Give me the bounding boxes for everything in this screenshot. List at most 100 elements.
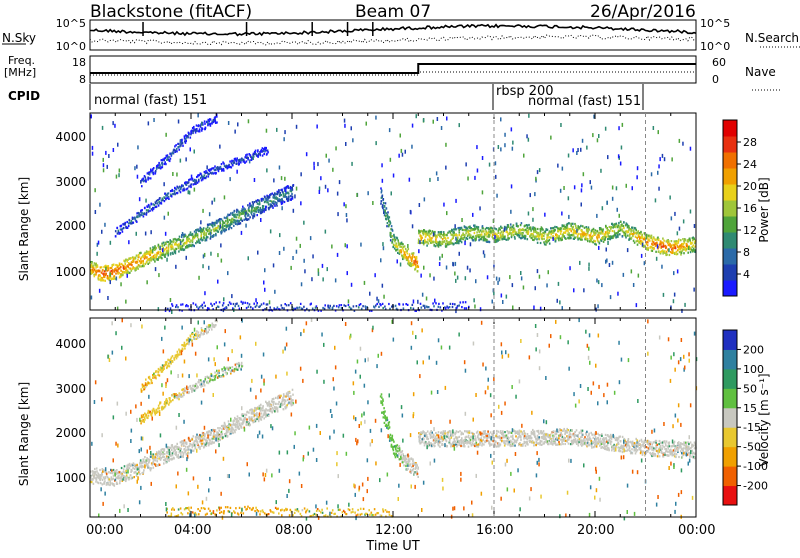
scatter-point: [124, 263, 126, 265]
scatter-point: [326, 154, 328, 158]
scatter-point: [290, 266, 292, 270]
scatter-point: [233, 419, 235, 421]
scatter-point: [452, 237, 454, 239]
scatter-point: [117, 483, 119, 485]
scatter-point: [594, 229, 596, 231]
scatter-point: [652, 244, 654, 246]
scatter-point: [567, 230, 569, 232]
scatter-point: [383, 295, 385, 299]
scatter-point: [255, 150, 257, 152]
scatter-point: [478, 236, 480, 238]
scatter-point: [612, 226, 614, 228]
scatter-point: [150, 456, 152, 458]
scatter-point: [283, 137, 285, 141]
scatter-point: [486, 227, 488, 229]
scatter-point: [473, 228, 475, 230]
scatter-point: [605, 233, 607, 235]
scatter-point: [112, 269, 114, 271]
scatter-point: [131, 264, 133, 266]
scatter-point: [411, 145, 413, 149]
scatter-point: [590, 234, 592, 236]
scatter-point: [175, 250, 177, 254]
scatter-point: [198, 438, 200, 440]
scatter-point: [390, 239, 392, 241]
scatter-point: [139, 265, 141, 267]
scatter-point: [402, 303, 404, 305]
scatter-point: [145, 232, 147, 236]
scatter-point: [534, 192, 536, 196]
scatter-point: [195, 444, 197, 446]
scatter-point: [290, 302, 292, 304]
scatter-point: [606, 259, 608, 263]
scatter-point: [636, 175, 638, 179]
scatter-point: [673, 271, 675, 275]
scatter-point: [199, 440, 201, 442]
scatter-point: [144, 213, 146, 215]
scatter-point: [570, 237, 572, 239]
scatter-point: [658, 187, 660, 191]
scatter-point: [158, 407, 160, 409]
scatter-point: [222, 226, 224, 228]
scatter-point: [234, 130, 236, 134]
scatter-point: [129, 463, 131, 465]
scatter-point: [115, 235, 117, 237]
scatter-point: [133, 260, 135, 262]
scatter-point: [465, 301, 467, 303]
scatter-point: [539, 275, 541, 279]
scatter-point: [621, 228, 623, 230]
scatter-point: [96, 270, 98, 272]
scatter-point: [198, 179, 200, 181]
scatter-point: [157, 164, 159, 166]
scatter-point: [580, 239, 582, 241]
scatter-point: [204, 291, 206, 295]
scatter-point: [175, 393, 177, 395]
scatter-point: [559, 300, 561, 304]
scatter-point: [143, 215, 145, 217]
scatter-point: [236, 157, 238, 159]
scatter-point: [687, 240, 689, 242]
scatter-point: [284, 303, 286, 305]
scatter-point: [172, 246, 174, 248]
scatter-point: [155, 459, 157, 461]
scatter-point: [127, 271, 129, 273]
scatter-point: [143, 265, 145, 267]
scatter-point: [184, 439, 186, 441]
scatter-point: [219, 301, 221, 303]
scatter-point: [531, 237, 533, 239]
scatter-point: [397, 259, 399, 263]
scatter-point: [525, 229, 527, 231]
scatter-point: [152, 169, 154, 171]
scatter-point: [148, 211, 150, 213]
scatter-point: [281, 189, 283, 191]
scatter-point: [163, 448, 165, 450]
scatter-point: [119, 480, 121, 482]
scatter-point: [380, 258, 382, 262]
nsearch-line: [90, 35, 696, 45]
scatter-point: [662, 249, 664, 251]
power-ylabel: Slant Range [km]: [17, 177, 31, 281]
scatter-point: [228, 428, 230, 430]
scatter-point: [383, 198, 385, 200]
scatter-point: [94, 275, 96, 277]
scatter-point: [230, 303, 232, 305]
scatter-point: [180, 191, 182, 193]
scatter-point: [364, 281, 366, 285]
scatter-point: [537, 170, 539, 174]
scatter-point: [649, 235, 651, 237]
scatter-point: [93, 483, 95, 485]
scatter-point: [199, 242, 201, 244]
scatter-point: [507, 233, 509, 235]
scatter-point: [518, 232, 520, 234]
scatter-point: [153, 408, 155, 410]
scatter-point: [506, 239, 508, 241]
scatter-point: [465, 276, 467, 280]
scatter-point: [472, 213, 474, 217]
scatter-point: [224, 307, 226, 309]
scatter-point: [153, 467, 155, 469]
scatter-point: [143, 263, 145, 265]
scatter-point: [146, 256, 148, 258]
scatter-point: [196, 439, 198, 441]
scatter-point: [177, 192, 179, 194]
scatter-point: [467, 177, 469, 181]
scatter-point: [176, 304, 178, 306]
